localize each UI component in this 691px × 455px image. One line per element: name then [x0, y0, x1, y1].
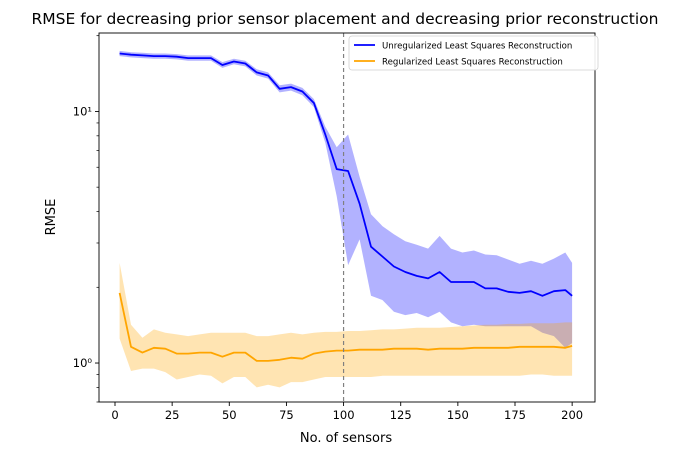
plot-frame [98, 32, 596, 403]
band-unregularized [119, 50, 573, 348]
legend-label-unregularized: Unregularized Least Squares Reconstructi… [382, 42, 572, 52]
y-axis-ticks: 10⁰ 10¹ [73, 35, 99, 403]
series-lines [118, 52, 573, 362]
line-regularized [118, 292, 573, 362]
legend-box [348, 35, 599, 71]
line-unregularized [119, 52, 573, 297]
y-axis-label: RMSE [44, 199, 59, 236]
x-tick-label: 100 [333, 408, 355, 422]
x-tick-label: 0 [111, 408, 118, 422]
x-tick-label: 150 [447, 408, 469, 422]
y-tick-label: 10¹ [73, 104, 92, 118]
confidence-bands [119, 50, 573, 388]
y-tick-label: 10⁰ [73, 356, 93, 370]
x-axis-label: No. of sensors [300, 431, 392, 446]
x-axis-ticks: 0 25 50 75 100 125 150 175 200 [111, 402, 583, 422]
x-tick-label: 175 [504, 408, 526, 422]
band-regularized [119, 262, 573, 388]
x-tick-label: 50 [222, 408, 237, 422]
x-tick-label: 25 [165, 408, 180, 422]
chart-title: RMSE for decreasing prior sensor placeme… [32, 10, 659, 28]
x-tick-label: 75 [279, 408, 294, 422]
legend: Unregularized Least Squares Reconstructi… [348, 35, 599, 71]
x-tick-label: 200 [561, 408, 583, 422]
legend-label-regularized: Regularized Least Squares Reconstruction [382, 58, 563, 68]
x-tick-label: 125 [390, 408, 412, 422]
